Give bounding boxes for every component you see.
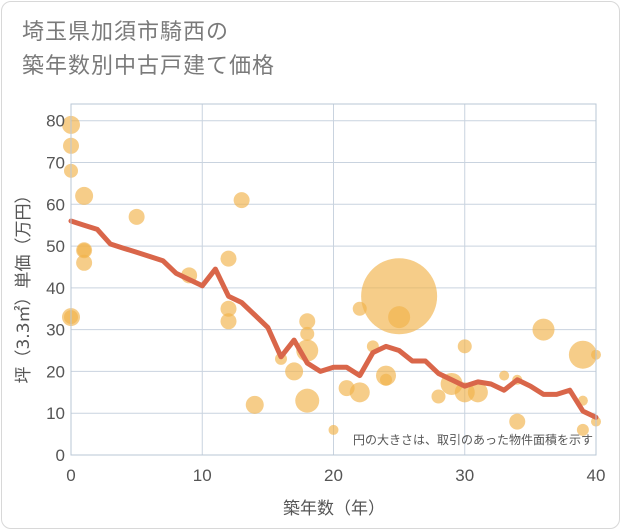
x-tick-label: 0 [66, 466, 75, 485]
y-tick-label: 70 [46, 154, 65, 173]
title-line-1: 埼玉県加須市騎西の [22, 20, 230, 45]
y-tick-label: 40 [46, 279, 65, 298]
y-tick-label: 10 [46, 404, 65, 423]
y-tick-label: 0 [56, 446, 65, 465]
x-tick-label: 30 [455, 466, 474, 485]
bubble [532, 318, 555, 341]
bubble [380, 373, 392, 386]
bubble [295, 388, 320, 413]
bubble [568, 340, 597, 369]
bubble [75, 186, 94, 205]
y-tick-label: 60 [46, 195, 65, 214]
bubble [576, 423, 589, 436]
plot-frame [70, 103, 597, 456]
bubble [299, 313, 316, 330]
title-line-2: 築年数別中古戸建て価格 [22, 54, 276, 79]
y-axis-label: 坪（3.3㎡）単価（万円） [14, 186, 34, 383]
bubble [509, 413, 526, 430]
bubble [220, 313, 237, 330]
bubble [499, 370, 510, 381]
bubble [233, 192, 250, 209]
x-tick-label: 40 [587, 466, 606, 485]
y-tick-labels: 0 10 20 30 40 50 60 70 80 [46, 112, 65, 465]
bubble [128, 208, 145, 225]
bubble [220, 300, 237, 317]
bubble [328, 424, 339, 435]
y-tick-label: 30 [46, 321, 65, 340]
y-tick-label: 80 [46, 112, 65, 131]
bubbles [62, 115, 601, 436]
bubble [388, 306, 411, 329]
y-tick-label: 20 [46, 362, 65, 381]
x-tick-label: 10 [193, 466, 212, 485]
bubble [300, 326, 315, 341]
trend-line-group [68, 218, 599, 420]
gridlines [70, 104, 597, 456]
bubble [349, 382, 370, 403]
bubble [467, 382, 488, 403]
x-tick-labels: 0 10 20 30 40 [66, 466, 605, 485]
trend-line [68, 218, 599, 420]
bubble [361, 258, 438, 335]
x-axis-label: 築年数（年） [283, 499, 385, 519]
bubble [457, 339, 472, 354]
bubble [220, 250, 237, 267]
chart-title: 埼玉県加須市騎西の 築年数別中古戸建て価格 [22, 16, 275, 84]
bubble [285, 362, 304, 381]
bubble [77, 243, 92, 258]
y-tick-label: 50 [46, 237, 65, 256]
bubble [245, 395, 264, 414]
x-tick-label: 20 [324, 466, 343, 485]
bubble [76, 254, 93, 271]
size-note: 円の大きさは、取引のあった物件面積を示す [353, 432, 593, 447]
bubble [431, 389, 446, 404]
